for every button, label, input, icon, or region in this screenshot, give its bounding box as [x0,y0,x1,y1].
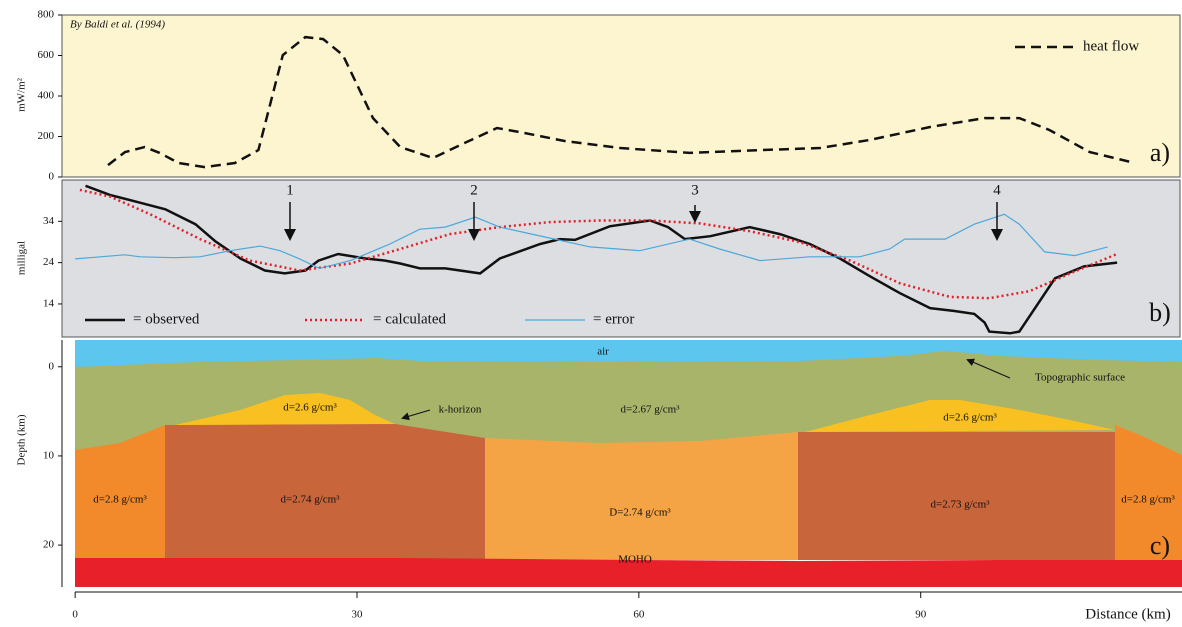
center-basin [485,432,798,560]
layer-label: d=2.73 g/cm³ [931,499,991,511]
layer-label: d=2.6 g/cm³ [283,402,337,414]
legend-label: heat flow [1083,38,1139,54]
y-tick-label: 800 [38,9,55,21]
annotation: 4 [993,182,1001,198]
layer-label: d=2.6 g/cm³ [943,412,997,424]
y-tick-label: 0 [49,171,55,183]
annotation: 1 [286,182,294,198]
legend-label: = observed [133,311,200,327]
legend-label: = error [593,311,634,327]
source: By Baldi et al. (1994) [70,19,165,31]
cross-section [75,340,1182,587]
x-axis-label: Distance (km) [1085,606,1170,622]
y-tick-label: 0 [49,360,55,372]
y-tick-label: 200 [38,130,55,142]
layer-label: d=2.67 g/cm³ [621,404,681,416]
annotation: 2 [470,182,478,198]
panel-label: b) [1149,298,1171,327]
panel-label: c) [1150,531,1170,560]
layer-label: D=2.74 g/cm³ [609,507,671,519]
layer-label: d=2.8 g/cm³ [93,494,147,506]
x-tick-label: 30 [352,609,364,621]
y-tick-label: 10 [43,449,55,461]
panel-a [62,15,1180,177]
y-tick-label: 34 [43,215,55,227]
layer-label: air [597,346,609,358]
annotation: 3 [691,182,699,198]
right-block [798,432,1115,560]
y-axis-label: mW/m² [16,77,28,112]
y-tick-label: 400 [38,90,55,102]
y-tick-label: 14 [43,297,55,309]
left-block [165,424,485,560]
x-tick-label: 60 [633,609,645,621]
y-tick-label: 20 [43,539,55,551]
layer-label: MOHO [618,554,652,566]
layer-label: d=2.8 g/cm³ [1121,494,1175,506]
layer-label: Topographic surface [1035,372,1125,384]
x-tick-label: 0 [72,609,78,621]
y-tick-label: 600 [38,49,55,61]
x-tick-label: 90 [915,609,927,621]
panel-label: a) [1150,138,1170,167]
layer-label: k-horizon [439,404,482,416]
layer-label: d=2.74 g/cm³ [281,494,341,506]
legend-label: = calculated [373,311,447,327]
y-axis-label: milligal [16,241,28,275]
y-axis-label: Depth (km) [16,414,28,465]
figure: By Baldi et al. (1994) a) b) c) mW/m² mi… [0,0,1182,627]
y-tick-label: 24 [43,256,55,268]
